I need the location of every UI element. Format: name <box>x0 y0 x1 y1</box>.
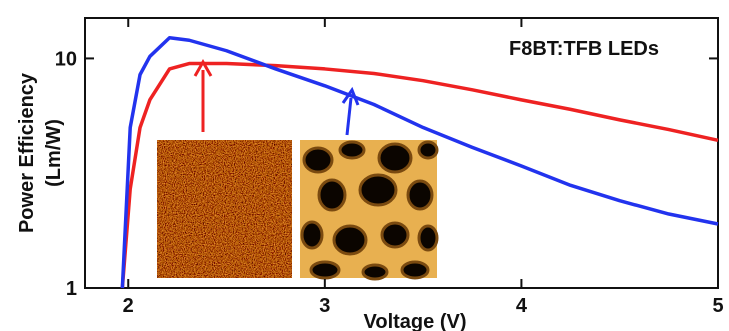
x-axis-label: Voltage (V) <box>364 311 467 331</box>
y-tick-label: 10 <box>55 48 77 70</box>
y-tick-label: 1 <box>66 278 77 300</box>
inset-rough-film <box>157 140 292 278</box>
x-tick-label: 3 <box>319 295 330 317</box>
x-tick-label: 5 <box>712 295 723 317</box>
inset-phase-separated-film <box>300 140 437 279</box>
arrows <box>195 62 358 135</box>
y-axis-label: (Lm/W) <box>43 119 65 187</box>
x-tick-label: 2 <box>123 295 134 317</box>
x-tick-label: 4 <box>516 295 528 317</box>
y-axis-label: Power Efficiency <box>16 72 38 233</box>
annotation: F8BT:TFB LEDs <box>509 38 659 60</box>
chart: F8BT:TFB LEDs Voltage (V) Power Efficien… <box>0 0 729 331</box>
page: {"chart_data": {"type": "line", "annotat… <box>0 0 729 331</box>
